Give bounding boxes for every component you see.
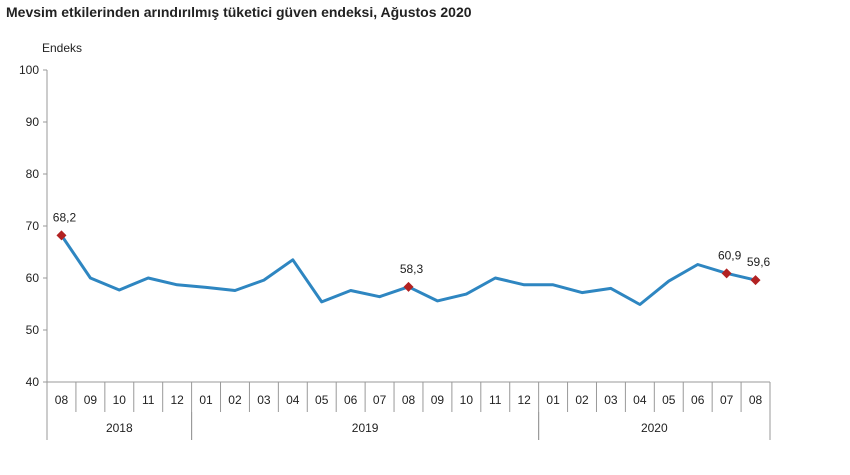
data-point-marker [750, 275, 761, 286]
x-tick-label: 10 [460, 393, 474, 407]
y-tick-label: 90 [26, 115, 40, 129]
y-axis-label: Endeks [42, 41, 82, 55]
data-label: 60,9 [718, 248, 742, 262]
x-tick-label: 02 [228, 393, 242, 407]
year-groups: 2018 2019 2020 [46, 412, 771, 440]
x-tick-label: 03 [604, 393, 618, 407]
x-tick-label: 01 [546, 393, 560, 407]
data-point-marker [56, 230, 67, 241]
data-point-marker [403, 281, 414, 292]
y-tick-label: 100 [19, 63, 39, 77]
x-tick-label: 08 [749, 393, 763, 407]
x-tick-label: 12 [518, 393, 532, 407]
x-tick-label: 06 [691, 393, 705, 407]
x-tick-label: 05 [315, 393, 329, 407]
x-tick-label: 09 [84, 393, 98, 407]
y-tick-label: 70 [26, 219, 40, 233]
y-tick-label: 50 [26, 323, 40, 337]
x-tick-label: 07 [720, 393, 734, 407]
x-tick-label: 11 [489, 393, 502, 407]
x-tick-label: 03 [257, 393, 271, 407]
y-tick-label: 60 [26, 271, 40, 285]
x-tick-label: 10 [113, 393, 127, 407]
x-tick-label: 04 [286, 393, 300, 407]
x-tick-label: 07 [373, 393, 387, 407]
markers-layer [56, 230, 761, 292]
x-tick-label: 11 [142, 393, 155, 407]
x-ticks: 08 09 10 11 12 01 02 03 04 05 06 07 08 09 10 11 12 01 02 03… [46, 382, 771, 412]
data-labels-layer: 68,2 58,3 60,9 59,6 [53, 210, 771, 275]
x-tick-label: 06 [344, 393, 358, 407]
x-tick-label: 12 [170, 393, 184, 407]
data-point-marker [721, 268, 732, 279]
data-label: 59,6 [747, 255, 771, 269]
x-tick-label: 05 [662, 393, 676, 407]
axes [46, 70, 770, 383]
y-tick-label: 40 [26, 375, 40, 389]
x-tick-label: 01 [199, 393, 213, 407]
y-tick-label: 80 [26, 167, 40, 181]
chart-title: Mevsim etkilerinden arındırılmış tüketic… [6, 4, 472, 20]
x-tick-label: 08 [55, 393, 69, 407]
year-label: 2020 [641, 421, 668, 435]
year-label: 2018 [106, 421, 133, 435]
year-label: 2019 [352, 421, 379, 435]
x-tick-label: 09 [431, 393, 445, 407]
x-tick-label: 08 [402, 393, 416, 407]
x-tick-label: 04 [633, 393, 647, 407]
data-label: 58,3 [400, 262, 424, 276]
y-ticks: 40 50 60 70 80 90 100 [19, 63, 47, 389]
x-tick-label: 02 [575, 393, 589, 407]
data-label: 68,2 [53, 210, 77, 224]
